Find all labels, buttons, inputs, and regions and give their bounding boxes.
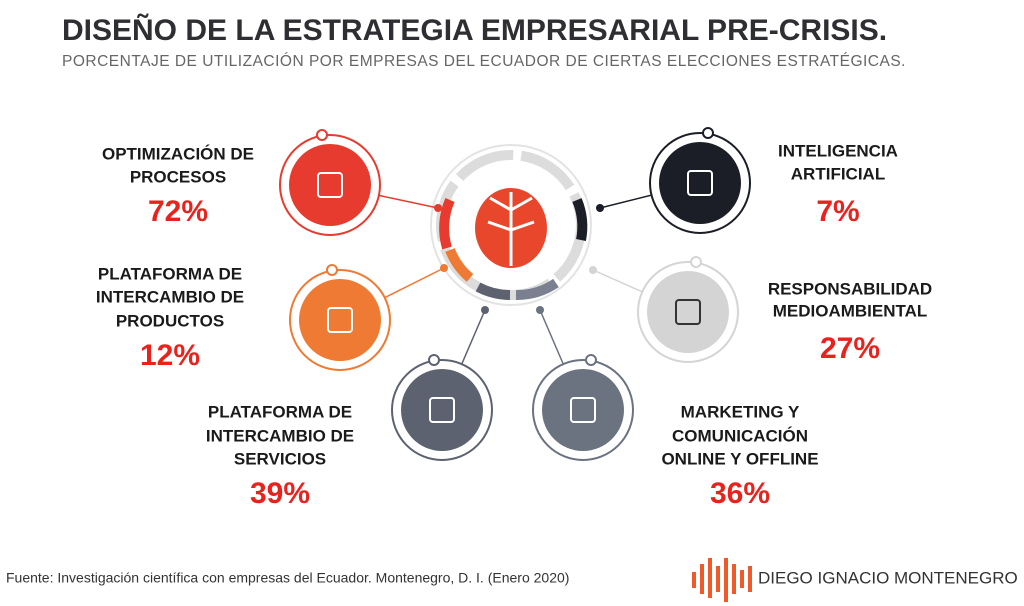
node-percent: 39% — [250, 477, 310, 510]
node-label: INTERCAMBIO DE — [96, 287, 244, 306]
title: DISEÑO DE LA ESTRATEGIA EMPRESARIAL PRE-… — [62, 13, 887, 47]
node-label: OPTIMIZACIÓN DE — [102, 144, 254, 163]
node-label: RESPONSABILIDAD — [768, 279, 932, 298]
node-label: ARTIFICIAL — [791, 164, 885, 183]
node-label: ONLINE Y OFFLINE — [661, 449, 818, 468]
source: Fuente: Investigación científica con emp… — [6, 570, 569, 586]
brand: DIEGO IGNACIO MONTENEGRO — [758, 568, 1018, 587]
node-label: INTELIGENCIA — [778, 141, 898, 160]
node-icon — [542, 369, 624, 451]
strategy-node: PLATAFORMA DE INTERCAMBIO DE PRODUCTOS 12% — [96, 264, 448, 372]
node-icon — [647, 271, 729, 353]
node-label: MARKETING Y — [681, 402, 800, 421]
strategy-node: MARKETING Y COMUNICACIÓN ONLINE Y OFFLINE 3… — [532, 306, 819, 510]
node-label: PROCESOS — [130, 167, 226, 186]
node-label: PLATAFORMA DE — [208, 402, 352, 421]
node-percent: 12% — [140, 339, 200, 372]
brand-logo — [692, 558, 752, 602]
node-icon — [401, 369, 483, 451]
node-label: COMUNICACIÓN — [672, 426, 808, 445]
strategy-node: INTELIGENCIA ARTIFICIAL 7% — [596, 127, 898, 234]
node-label: INTERCAMBIO DE — [206, 426, 354, 445]
node-percent: 7% — [816, 195, 859, 228]
node-label: SERVICIOS — [234, 449, 326, 468]
strategy-node: RESPONSABILIDAD MEDIOAMBIENTAL 27% — [589, 256, 932, 365]
strategy-node: OPTIMIZACIÓN DE PROCESOS 72% — [102, 129, 442, 236]
subtitle: PORCENTAJE DE UTILIZACIÓN POR EMPRESAS D… — [62, 53, 906, 70]
node-label: PRODUCTOS — [116, 311, 224, 330]
strategy-node: PLATAFORMA DE INTERCAMBIO DE SERVICIOS 39% — [206, 306, 493, 510]
node-percent: 36% — [710, 477, 770, 510]
node-percent: 27% — [820, 332, 880, 365]
node-icon — [659, 142, 741, 224]
node-icon — [299, 279, 381, 361]
node-icon — [289, 144, 371, 226]
center-hub — [430, 144, 592, 306]
node-label: PLATAFORMA DE — [98, 264, 242, 283]
node-percent: 72% — [148, 195, 208, 228]
node-label: MEDIOAMBIENTAL — [773, 301, 928, 320]
